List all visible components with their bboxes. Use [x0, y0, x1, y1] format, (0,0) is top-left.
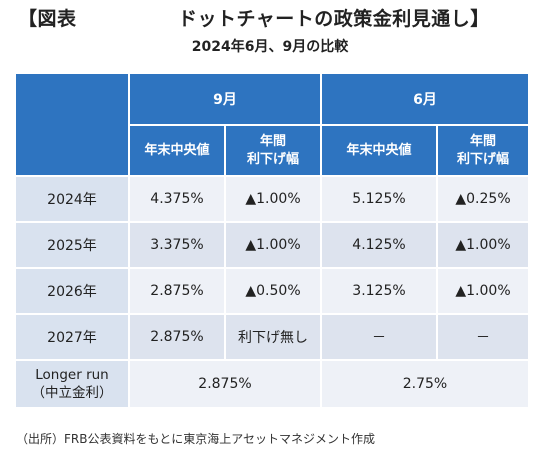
- dot-chart-table: 9月 6月 年末中央値 年間 利下げ幅 年末中央値 年間 利下げ幅 2024年 …: [14, 72, 530, 409]
- table-title: 【図表 ドットチャートの政策金利見通し】: [18, 4, 528, 31]
- cell-jun-cut: ▲0.25%: [438, 177, 528, 221]
- cell-sep-median: 4.375%: [130, 177, 224, 221]
- cell-sep-longer-run: 2.875%: [130, 361, 320, 407]
- title-bracket-label: 【図表: [18, 8, 77, 30]
- cell-jun-cut: ▲1.00%: [438, 223, 528, 267]
- cell-sep-cut: ▲1.00%: [226, 223, 320, 267]
- row-label: 2026年: [16, 269, 128, 313]
- cell-jun-cut: －: [438, 315, 528, 359]
- neutral-rate-label: （中立金利）: [31, 385, 113, 401]
- cell-sep-median: 3.375%: [130, 223, 224, 267]
- cell-sep-cut: 利下げ無し: [226, 315, 320, 359]
- cell-sep-cut: ▲1.00%: [226, 177, 320, 221]
- header-row-columns: 年末中央値 年間 利下げ幅 年末中央値 年間 利下げ幅: [16, 126, 528, 175]
- table-row: 2027年 2.875% 利下げ無し － －: [16, 315, 528, 359]
- header-corner: [16, 74, 128, 175]
- longer-run-label: Longer run: [35, 367, 109, 383]
- header-row-months: 9月 6月: [16, 74, 528, 175]
- row-label: 2027年: [16, 315, 128, 359]
- cell-sep-median: 2.875%: [130, 269, 224, 313]
- table-row: 2024年 4.375% ▲1.00% 5.125% ▲0.25%: [16, 177, 528, 221]
- row-label: 2024年: [16, 177, 128, 221]
- table-row: 2026年 2.875% ▲0.50% 3.125% ▲1.00%: [16, 269, 528, 313]
- header-sep-cut: 年間 利下げ幅: [226, 126, 320, 175]
- row-label-longer-run: Longer run （中立金利）: [16, 361, 128, 407]
- cell-jun-median: 5.125%: [322, 177, 436, 221]
- cell-sep-cut: ▲0.50%: [226, 269, 320, 313]
- cell-jun-cut: ▲1.00%: [438, 269, 528, 313]
- header-jun-cut-line2: 利下げ幅: [456, 151, 509, 167]
- cell-jun-median: 4.125%: [322, 223, 436, 267]
- header-sep-cut-line1: 年間: [259, 133, 286, 149]
- title-main-text: ドットチャートの政策金利見通し】: [178, 8, 490, 30]
- table-row-longer-run: Longer run （中立金利） 2.875% 2.75%: [16, 361, 528, 407]
- cell-jun-median: －: [322, 315, 436, 359]
- cell-jun-longer-run: 2.75%: [322, 361, 528, 407]
- header-sep-median: 年末中央値: [130, 126, 224, 175]
- header-jun-cut-line1: 年間: [469, 133, 496, 149]
- header-jun-median: 年末中央値: [322, 126, 436, 175]
- header-jun-cut: 年間 利下げ幅: [438, 126, 528, 175]
- header-september: 9月: [130, 74, 320, 124]
- header-sep-cut-line2: 利下げ幅: [246, 151, 299, 167]
- cell-sep-median: 2.875%: [130, 315, 224, 359]
- cell-jun-median: 3.125%: [322, 269, 436, 313]
- table-subtitle: 2024年6月、9月の比較: [191, 39, 349, 55]
- source-note: （出所）FRB公表資料をもとに東京海上アセットマネジメント作成: [16, 432, 375, 446]
- row-label: 2025年: [16, 223, 128, 267]
- table-row: 2025年 3.375% ▲1.00% 4.125% ▲1.00%: [16, 223, 528, 267]
- header-june: 6月: [322, 74, 528, 124]
